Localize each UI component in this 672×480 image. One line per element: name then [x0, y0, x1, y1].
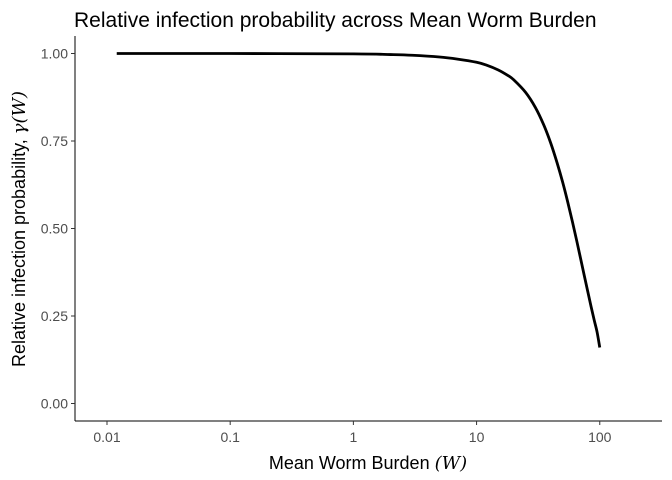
y-tick-label: 1.00 — [41, 46, 68, 62]
x-ticks: 0.01 0.1 1 10 100 — [93, 421, 612, 445]
y-ticks: 0.00 0.25 0.50 0.75 1.00 — [41, 46, 75, 412]
y-tick-label: 0.25 — [41, 308, 68, 324]
y-axis-title: Relative infection probability, γ(W) — [9, 91, 30, 367]
y-tick-label: 0.50 — [41, 221, 68, 237]
y-axis-title-math: γ(W) — [9, 91, 30, 134]
x-tick-label: 1 — [349, 429, 357, 445]
x-tick-label: 0.1 — [220, 429, 240, 445]
x-tick-label: 10 — [469, 429, 485, 445]
x-tick-label: 0.01 — [93, 429, 120, 445]
x-tick-label: 100 — [588, 429, 612, 445]
chart-title: Relative infection probability across Me… — [74, 9, 597, 32]
y-tick-label: 0.00 — [41, 396, 68, 412]
series-line — [116, 52, 602, 348]
plot-area: 0.00 0.25 0.50 0.75 1.00 0.01 0.1 1 10 100 — [41, 36, 662, 445]
y-axis-title-text: Relative infection probability, — [9, 134, 29, 367]
y-tick-label: 0.75 — [41, 133, 68, 149]
x-axis-title-text: Mean Worm Burden — [269, 453, 435, 473]
x-axis-title-math: (W) — [435, 453, 468, 474]
x-axis-title: Mean Worm Burden (W) — [269, 453, 467, 474]
